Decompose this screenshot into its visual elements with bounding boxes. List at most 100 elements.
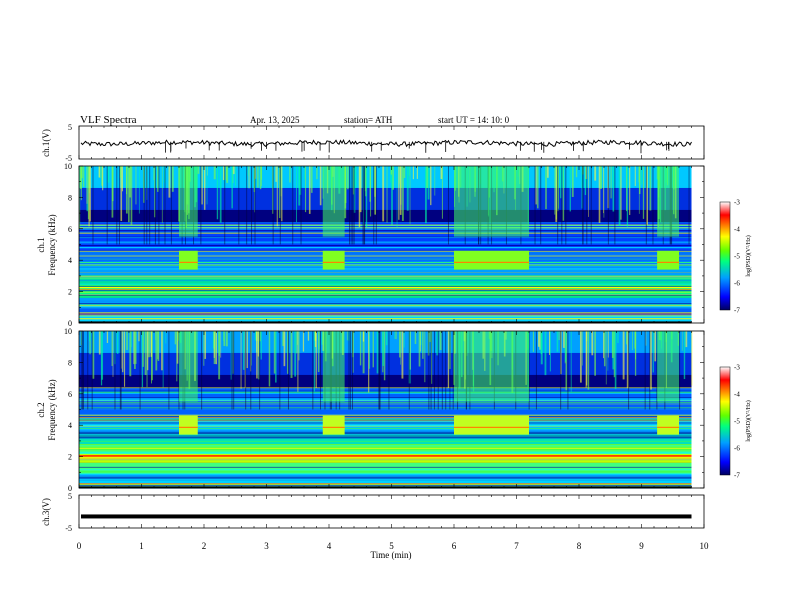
spec-sferic <box>316 166 318 180</box>
spec-sferic <box>368 331 370 393</box>
ch1-ytick-top: 5 <box>68 123 72 132</box>
spec-gap <box>679 331 681 410</box>
spec-line <box>79 449 692 451</box>
spec-gap <box>353 166 355 245</box>
ch1-spec-ylabel-channel: ch.1 <box>36 237 46 252</box>
freq-tick-label: 8 <box>68 358 72 367</box>
spec-sferic <box>392 166 394 190</box>
spec-line <box>79 224 692 226</box>
spec-gap <box>143 166 145 245</box>
spec-sferic <box>148 331 150 358</box>
time-tick-label: 1 <box>139 541 144 551</box>
spec-sferic <box>296 166 297 223</box>
ch3-waveform-panel: 5 -5 ch.3(V) <box>41 492 705 533</box>
spec-sferic <box>629 166 631 215</box>
spec-gap <box>319 331 321 410</box>
spec-gap <box>168 331 170 410</box>
spec-line <box>79 307 692 309</box>
spec-sferic <box>321 331 324 345</box>
spec-line <box>79 471 692 472</box>
spec-burst <box>657 250 679 270</box>
spec-sferic <box>426 166 428 188</box>
spec-gap <box>300 166 302 245</box>
spec-sferic <box>290 331 293 378</box>
spec-burst <box>179 415 198 435</box>
spec-sferic <box>259 166 262 190</box>
spec-gap <box>582 166 584 245</box>
spec-band <box>79 222 692 251</box>
spec-line-strong <box>79 289 692 291</box>
ch2-colorbar-label: log(PSD)(V²/Hz) <box>745 400 752 441</box>
ch1-colorbar: -3 -4 -5 -6 -7 log(PSD)(V²/Hz) <box>719 199 752 315</box>
freq-tick-label: 4 <box>68 421 72 430</box>
spec-sferic <box>638 166 640 183</box>
spec-line <box>79 291 692 293</box>
spec-sferic <box>177 331 180 341</box>
spec-sferic <box>129 166 132 198</box>
spec-gap <box>91 331 93 410</box>
ch2-spectrogram-panel: 0 2 4 6 8 10 ch.2 Frequency (kHz) <box>36 327 705 493</box>
spec-gap <box>292 166 294 245</box>
spec-sferic <box>365 166 367 197</box>
spec-line <box>79 416 692 417</box>
spec-line <box>79 276 692 278</box>
spec-line <box>79 272 692 274</box>
spec-sferic <box>171 166 174 192</box>
spec-sferic <box>453 331 455 385</box>
ch3-ytick-bottom: -5 <box>65 524 72 533</box>
spec-line <box>79 473 692 475</box>
spec-sferic <box>215 331 218 365</box>
ch2-colorbar: -3 -4 -5 -6 -7 log(PSD)(V²/Hz) <box>719 364 752 480</box>
spec-sferic <box>296 331 297 354</box>
spec-gap <box>238 166 240 245</box>
spec-sferic <box>396 166 398 228</box>
date-label: Apr. 13, 2025 <box>250 115 300 125</box>
spec-line <box>79 475 692 477</box>
ch1-colorbar-label: log(PSD)(V²/Hz) <box>745 235 752 276</box>
spec-sferic <box>126 331 128 350</box>
spec-gap <box>379 331 381 410</box>
spec-line <box>79 278 692 279</box>
ch1-waveform-panel: 5 -5 ch.1(V) <box>41 123 705 163</box>
spec-sferic <box>579 331 582 383</box>
spec-line <box>79 392 692 394</box>
spec-sferic <box>165 331 167 344</box>
spec-sferic <box>649 166 652 211</box>
spec-burst-upper <box>179 331 198 402</box>
spec-gap <box>373 166 375 245</box>
spec-sferic <box>168 166 171 198</box>
spec-sferic <box>223 331 224 341</box>
spec-sferic <box>363 166 364 225</box>
spec-gap <box>614 166 616 245</box>
spec-sferic <box>163 166 166 183</box>
spec-line <box>79 232 692 234</box>
spec-sferic <box>390 166 392 175</box>
spec-line <box>79 251 692 253</box>
spec-sferic <box>611 331 614 358</box>
ch2-spectrogram <box>79 331 693 489</box>
spec-gap <box>364 166 366 245</box>
spec-gap <box>348 166 350 245</box>
spec-gap <box>246 166 248 245</box>
spec-sferic <box>157 331 159 360</box>
spec-sferic <box>219 166 222 223</box>
spec-line <box>79 230 692 231</box>
spec-sferic <box>122 331 124 373</box>
spec-line <box>79 226 692 228</box>
spec-line <box>79 428 692 429</box>
spec-sferic <box>289 166 291 183</box>
spec-sferic <box>382 166 385 222</box>
spec-sferic <box>598 166 601 223</box>
spec-sferic <box>89 166 91 222</box>
freq-tick-label: 10 <box>64 162 72 171</box>
spec-sferic <box>307 331 310 341</box>
spec-burst-upper <box>657 166 679 237</box>
spec-gap <box>430 331 432 410</box>
spec-line <box>79 447 692 449</box>
spec-gap <box>560 331 562 410</box>
spec-sferic <box>391 166 393 225</box>
spec-gap <box>158 166 160 245</box>
spec-gap <box>351 331 353 410</box>
ch3-ticks <box>78 495 705 528</box>
spec-sferic <box>275 331 277 383</box>
